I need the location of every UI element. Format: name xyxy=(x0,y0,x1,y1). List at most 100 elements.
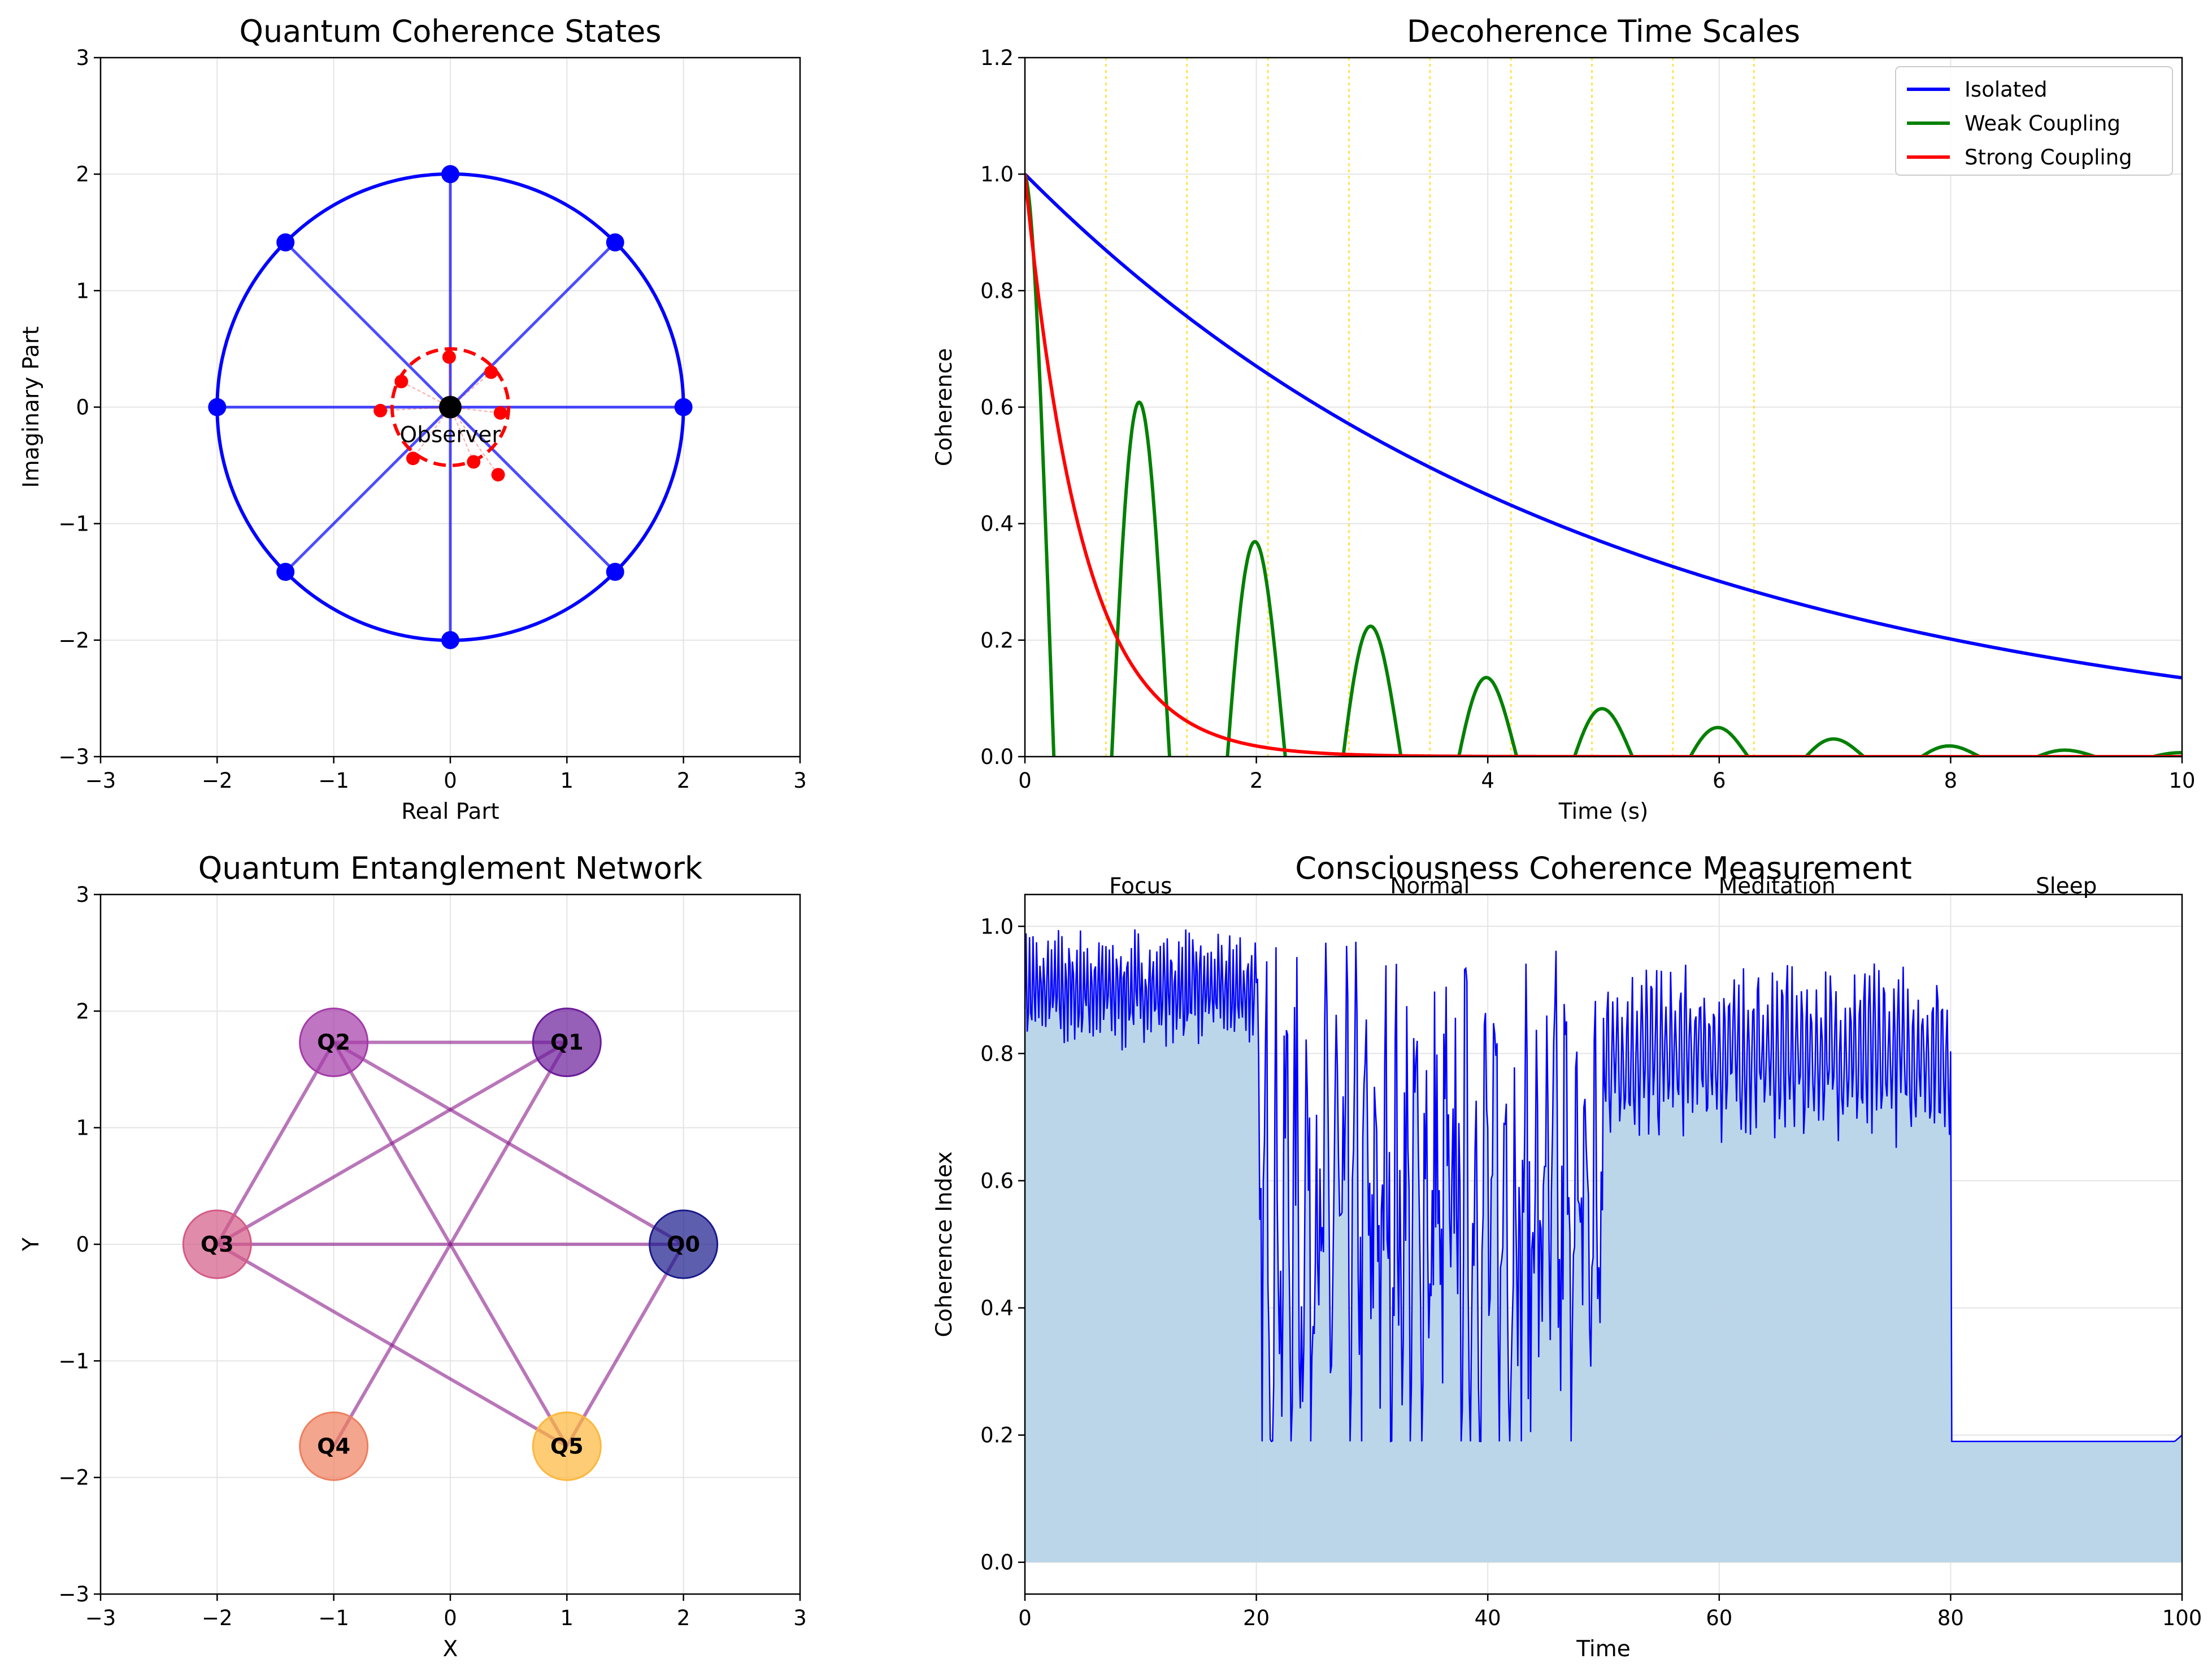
observer-point xyxy=(484,365,498,379)
state-vector-line xyxy=(284,406,451,573)
y-tick-label: 3 xyxy=(76,883,89,907)
x-tick-label: −1 xyxy=(318,768,349,793)
x-tick-label: −3 xyxy=(85,1606,116,1630)
qubit-label: Q3 xyxy=(201,1232,234,1257)
decoherence-plot xyxy=(1025,58,2182,757)
y-tick-label: −1 xyxy=(58,1349,89,1373)
observer-point xyxy=(442,350,456,364)
y-tick-label: −2 xyxy=(58,628,89,653)
x-tick-label: 0 xyxy=(1018,768,1032,793)
x-tick-label: −2 xyxy=(202,1606,233,1630)
entanglement-edge xyxy=(565,1243,685,1447)
y-tick-label: −1 xyxy=(58,512,89,536)
x-tick-label: 0 xyxy=(1018,1606,1032,1630)
y-tick-label: 2 xyxy=(76,162,89,186)
consciousness-ticks: 0 20 40 60 80 100 0.0 0.2 0.4 0.6 0.8 1.0 xyxy=(980,914,2202,1630)
y-tick-label: 0.4 xyxy=(980,1296,1014,1321)
state-point xyxy=(208,398,227,416)
clipped-series xyxy=(1025,173,2182,757)
entanglement-xlabel: X xyxy=(443,1636,458,1662)
x-tick-label: −2 xyxy=(202,768,233,793)
x-tick-label: 100 xyxy=(2162,1606,2202,1630)
x-tick-label: 20 xyxy=(1243,1606,1270,1630)
entanglement-edge xyxy=(216,1041,568,1246)
y-tick-label: 1.0 xyxy=(980,914,1014,939)
y-tick-label: 2 xyxy=(76,999,89,1023)
consciousness-frame xyxy=(1024,893,2183,1595)
qubit-label: Q4 xyxy=(317,1434,350,1458)
decoherence-legend: Isolated Weak Coupling Strong Coupling xyxy=(1895,66,2173,176)
x-tick-label: 4 xyxy=(1481,768,1494,793)
observer-center-point xyxy=(439,396,462,419)
x-tick-label: 10 xyxy=(2168,768,2195,793)
observer-link-line xyxy=(401,381,451,408)
y-tick-label: 1 xyxy=(76,279,89,303)
observer-link-line xyxy=(450,407,475,462)
y-tick-label: 1.0 xyxy=(980,162,1014,186)
state-point xyxy=(441,631,459,649)
x-tick-label: 0 xyxy=(444,768,457,793)
x-tick-label: 6 xyxy=(1713,768,1726,793)
y-tick-label: 0.8 xyxy=(980,1041,1014,1066)
decoherence-title: Decoherence Time Scales xyxy=(1407,14,1800,49)
y-tick-label: 0.2 xyxy=(980,628,1014,653)
qubit-node xyxy=(299,1008,369,1078)
legend-box xyxy=(1895,66,2173,176)
state-vector-line xyxy=(449,241,616,409)
x-tick-label: 60 xyxy=(1706,1606,1732,1630)
state-point xyxy=(276,563,295,581)
y-tick-label: 0.6 xyxy=(980,396,1014,420)
y-tick-label: 0.8 xyxy=(980,279,1014,303)
coherence-states-ticks: −3 −2 −1 0 1 2 3 −3 −2 −1 0 1 2 3 xyxy=(58,46,806,793)
decoherence-xlabel: Time (s) xyxy=(1558,799,1649,824)
consciousness-panel: 0 20 40 60 80 100 0.0 0.2 0.4 0.6 0.8 1.0 Focus Norm… xyxy=(932,850,2202,1662)
x-tick-label: −3 xyxy=(85,768,116,793)
series-isolated-line xyxy=(1025,173,2182,680)
phase-label: Meditation xyxy=(1719,874,1836,899)
phase-label: Normal xyxy=(1390,874,1470,899)
coherence-index-line xyxy=(1024,929,2183,1443)
coherence-states-plot: Observer xyxy=(208,165,693,649)
observer-link-line xyxy=(412,406,451,459)
state-vector-line xyxy=(284,241,451,409)
qubit-node xyxy=(649,1209,719,1279)
y-tick-label: 1 xyxy=(76,1116,89,1140)
y-tick-label: 0.2 xyxy=(980,1423,1014,1448)
x-tick-label: 2 xyxy=(1250,768,1263,793)
consciousness-phase-labels: Focus Normal Meditation Sleep xyxy=(1109,874,2097,899)
coherence-states-panel: Observer −3 −2 −1 0 1 2 3 −3 −2 −1 0 1 2 3 Quantum Co… xyxy=(19,14,807,824)
consciousness-ylabel: Coherence Index xyxy=(932,1152,957,1338)
x-tick-label: 2 xyxy=(677,768,690,793)
x-tick-label: 40 xyxy=(1475,1606,1501,1630)
legend-entry: Weak Coupling xyxy=(1965,111,2120,136)
observer-point xyxy=(467,455,481,469)
qubit-node xyxy=(532,1008,602,1078)
x-tick-label: 3 xyxy=(793,768,807,793)
state-point xyxy=(441,165,459,184)
entanglement-ticks: −3 −2 −1 0 1 2 3 −3 −2 −1 0 1 2 3 xyxy=(58,883,806,1630)
state-point xyxy=(606,233,624,251)
legend-entry: Isolated xyxy=(1965,77,2048,102)
qubit-node xyxy=(182,1209,252,1279)
observer-label: Observer xyxy=(400,422,502,448)
legend-entry: Strong Coupling xyxy=(1965,145,2132,170)
x-tick-label: 80 xyxy=(1937,1606,1964,1630)
x-tick-label: 1 xyxy=(560,1606,574,1630)
observer-point xyxy=(491,468,505,482)
entanglement-title: Quantum Entanglement Network xyxy=(198,850,703,886)
qubit-label: Q2 xyxy=(317,1030,350,1055)
state-point xyxy=(606,563,624,581)
qubit-node xyxy=(299,1411,369,1481)
y-tick-label: 0.0 xyxy=(980,745,1014,769)
entanglement-ylabel: Y xyxy=(19,1238,44,1252)
state-point xyxy=(276,233,295,251)
entanglement-edge xyxy=(216,1243,568,1448)
y-tick-label: −2 xyxy=(58,1466,89,1490)
state-point xyxy=(674,398,693,416)
coherence-states-xlabel: Real Part xyxy=(401,799,499,824)
y-tick-label: 0 xyxy=(76,1232,89,1257)
y-tick-label: 0.6 xyxy=(980,1169,1014,1193)
y-tick-label: −3 xyxy=(58,745,89,769)
x-tick-label: 0 xyxy=(444,1606,457,1630)
